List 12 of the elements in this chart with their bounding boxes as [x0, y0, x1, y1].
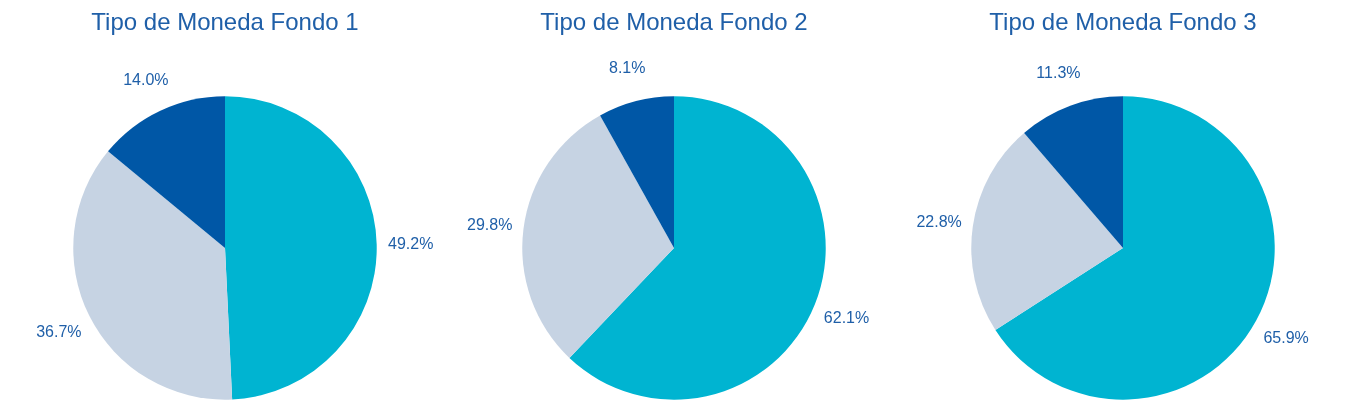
data-label: 29.8% — [466, 216, 513, 234]
data-label: 14.0% — [123, 70, 169, 88]
data-label: 22.8% — [916, 212, 962, 230]
data-label: 65.9% — [1263, 328, 1309, 346]
data-label: 62.1% — [823, 308, 870, 326]
data-label: 36.7% — [36, 322, 82, 340]
chart-title: Tipo de Moneda Fondo 3 — [989, 7, 1257, 35]
data-label: 11.3% — [1036, 64, 1081, 82]
chart-title: Tipo de Moneda Fondo 2 — [540, 7, 808, 35]
data-label: 49.2% — [388, 235, 434, 253]
chart-title: Tipo de Moneda Fondo 1 — [91, 7, 359, 35]
data-label: 8.1% — [609, 58, 646, 76]
